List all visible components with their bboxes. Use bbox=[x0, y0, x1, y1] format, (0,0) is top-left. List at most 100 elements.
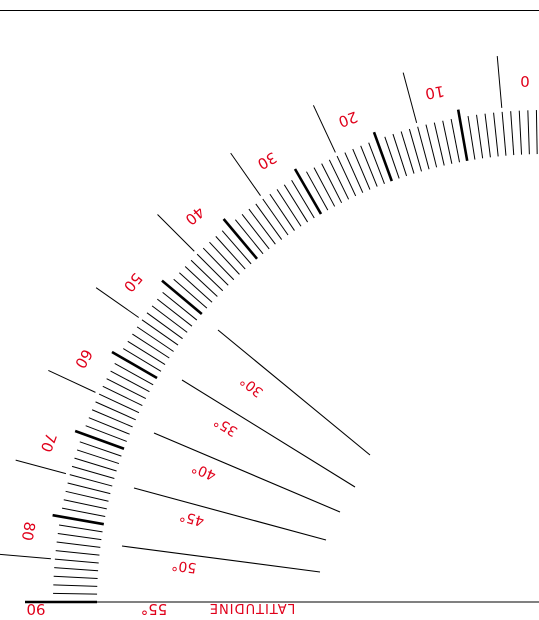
minor-tick bbox=[234, 219, 264, 255]
minor-tick bbox=[269, 193, 295, 231]
minor-tick bbox=[321, 163, 343, 204]
minor-tick bbox=[85, 425, 127, 442]
major-tick bbox=[74, 429, 125, 450]
latitude-line-label: 50° bbox=[171, 556, 198, 575]
latitude-line-label: 45° bbox=[178, 507, 206, 529]
half-tick bbox=[496, 56, 503, 108]
half-tick bbox=[15, 459, 67, 475]
minor-tick bbox=[336, 155, 357, 197]
minor-tick bbox=[56, 541, 101, 548]
minor-tick bbox=[88, 417, 130, 435]
degree-scale-labels: 0 10 20 30 40 50 60 70 80 bbox=[18, 72, 530, 542]
minor-tick bbox=[184, 266, 218, 297]
half-tick bbox=[48, 369, 96, 393]
minor-tick bbox=[110, 370, 150, 393]
latitude-title: LATITUDINE bbox=[209, 600, 295, 615]
minor-tick bbox=[114, 363, 154, 386]
minor-tick bbox=[54, 558, 99, 564]
minor-tick bbox=[65, 490, 109, 502]
minor-tick bbox=[61, 507, 106, 518]
latitude-line bbox=[133, 487, 327, 541]
minor-tick bbox=[67, 482, 111, 495]
minor-tick bbox=[215, 236, 246, 270]
latitude-line bbox=[217, 329, 371, 456]
scale-label: 50 bbox=[120, 269, 146, 295]
minor-tick bbox=[291, 180, 315, 219]
minor-tick bbox=[132, 333, 170, 359]
major-tick bbox=[372, 131, 393, 182]
scale-label: 20 bbox=[336, 107, 360, 130]
half-tick bbox=[157, 214, 195, 252]
minor-tick bbox=[484, 113, 491, 158]
minor-tick bbox=[146, 312, 183, 340]
minor-tick bbox=[71, 465, 115, 479]
minor-tick bbox=[306, 171, 329, 211]
minor-tick bbox=[123, 348, 162, 372]
minor-tick bbox=[384, 136, 400, 179]
major-tick bbox=[293, 168, 323, 215]
minor-tick bbox=[91, 409, 133, 428]
half-tick bbox=[230, 152, 261, 196]
minor-tick bbox=[221, 230, 252, 265]
minor-tick bbox=[450, 118, 461, 163]
scale-label: 30 bbox=[254, 148, 280, 173]
latitude-value: 55° bbox=[141, 600, 168, 618]
minor-tick bbox=[141, 319, 179, 346]
minor-tick bbox=[352, 148, 371, 190]
latitude-line-label: 35° bbox=[211, 413, 241, 440]
minor-tick bbox=[156, 298, 193, 327]
latitude-line bbox=[153, 432, 341, 513]
scale-label: 0 bbox=[520, 72, 530, 90]
half-tick bbox=[95, 287, 139, 318]
minor-tick bbox=[283, 184, 309, 223]
major-tick bbox=[52, 513, 105, 526]
minor-tick bbox=[368, 142, 385, 184]
latitude-line-label: 40° bbox=[189, 459, 218, 483]
latitude-lines: 30° 35° 40° 45° 50° bbox=[121, 329, 371, 576]
major-tick bbox=[161, 279, 203, 316]
half-tick bbox=[0, 553, 51, 560]
minor-tick bbox=[162, 291, 198, 321]
minor-tick bbox=[196, 253, 229, 286]
scale-label: 70 bbox=[37, 431, 60, 455]
minor-tick bbox=[58, 524, 103, 533]
half-tick bbox=[402, 72, 418, 124]
minor-tick bbox=[360, 145, 378, 187]
latitude-line bbox=[181, 379, 356, 488]
minor-tick bbox=[69, 474, 113, 487]
minor-tick bbox=[53, 592, 98, 595]
minor-tick bbox=[262, 198, 289, 236]
scale-label: 60 bbox=[71, 346, 96, 372]
latitude-line-label: 30° bbox=[237, 372, 266, 400]
minor-tick bbox=[179, 272, 213, 303]
minor-tick bbox=[344, 152, 364, 193]
minor-tick bbox=[493, 112, 499, 157]
minor-tick bbox=[55, 550, 100, 556]
minor-tick bbox=[209, 241, 240, 275]
scale-label: 10 bbox=[424, 82, 446, 103]
minor-tick bbox=[136, 326, 174, 352]
minor-tick bbox=[151, 305, 188, 333]
minor-tick bbox=[527, 110, 530, 155]
major-tick bbox=[222, 218, 259, 260]
minor-tick bbox=[535, 110, 538, 155]
minor-tick bbox=[248, 208, 276, 245]
major-tick bbox=[111, 350, 158, 380]
minor-tick bbox=[442, 120, 453, 164]
minor-tick bbox=[276, 189, 302, 227]
minor-tick bbox=[63, 499, 107, 510]
minor-tick bbox=[255, 203, 283, 240]
latitude-line bbox=[121, 545, 321, 573]
minor-tick bbox=[57, 533, 102, 541]
minor-tick bbox=[433, 122, 445, 166]
minor-tick bbox=[328, 159, 350, 200]
minor-tick bbox=[313, 167, 336, 207]
scale-label: 80 bbox=[18, 520, 39, 542]
minor-tick bbox=[417, 126, 430, 170]
scale-label: 40 bbox=[182, 203, 208, 229]
minor-tick bbox=[202, 247, 235, 281]
minor-tick bbox=[518, 110, 523, 155]
minor-tick bbox=[74, 457, 117, 472]
minor-tick bbox=[53, 584, 98, 587]
